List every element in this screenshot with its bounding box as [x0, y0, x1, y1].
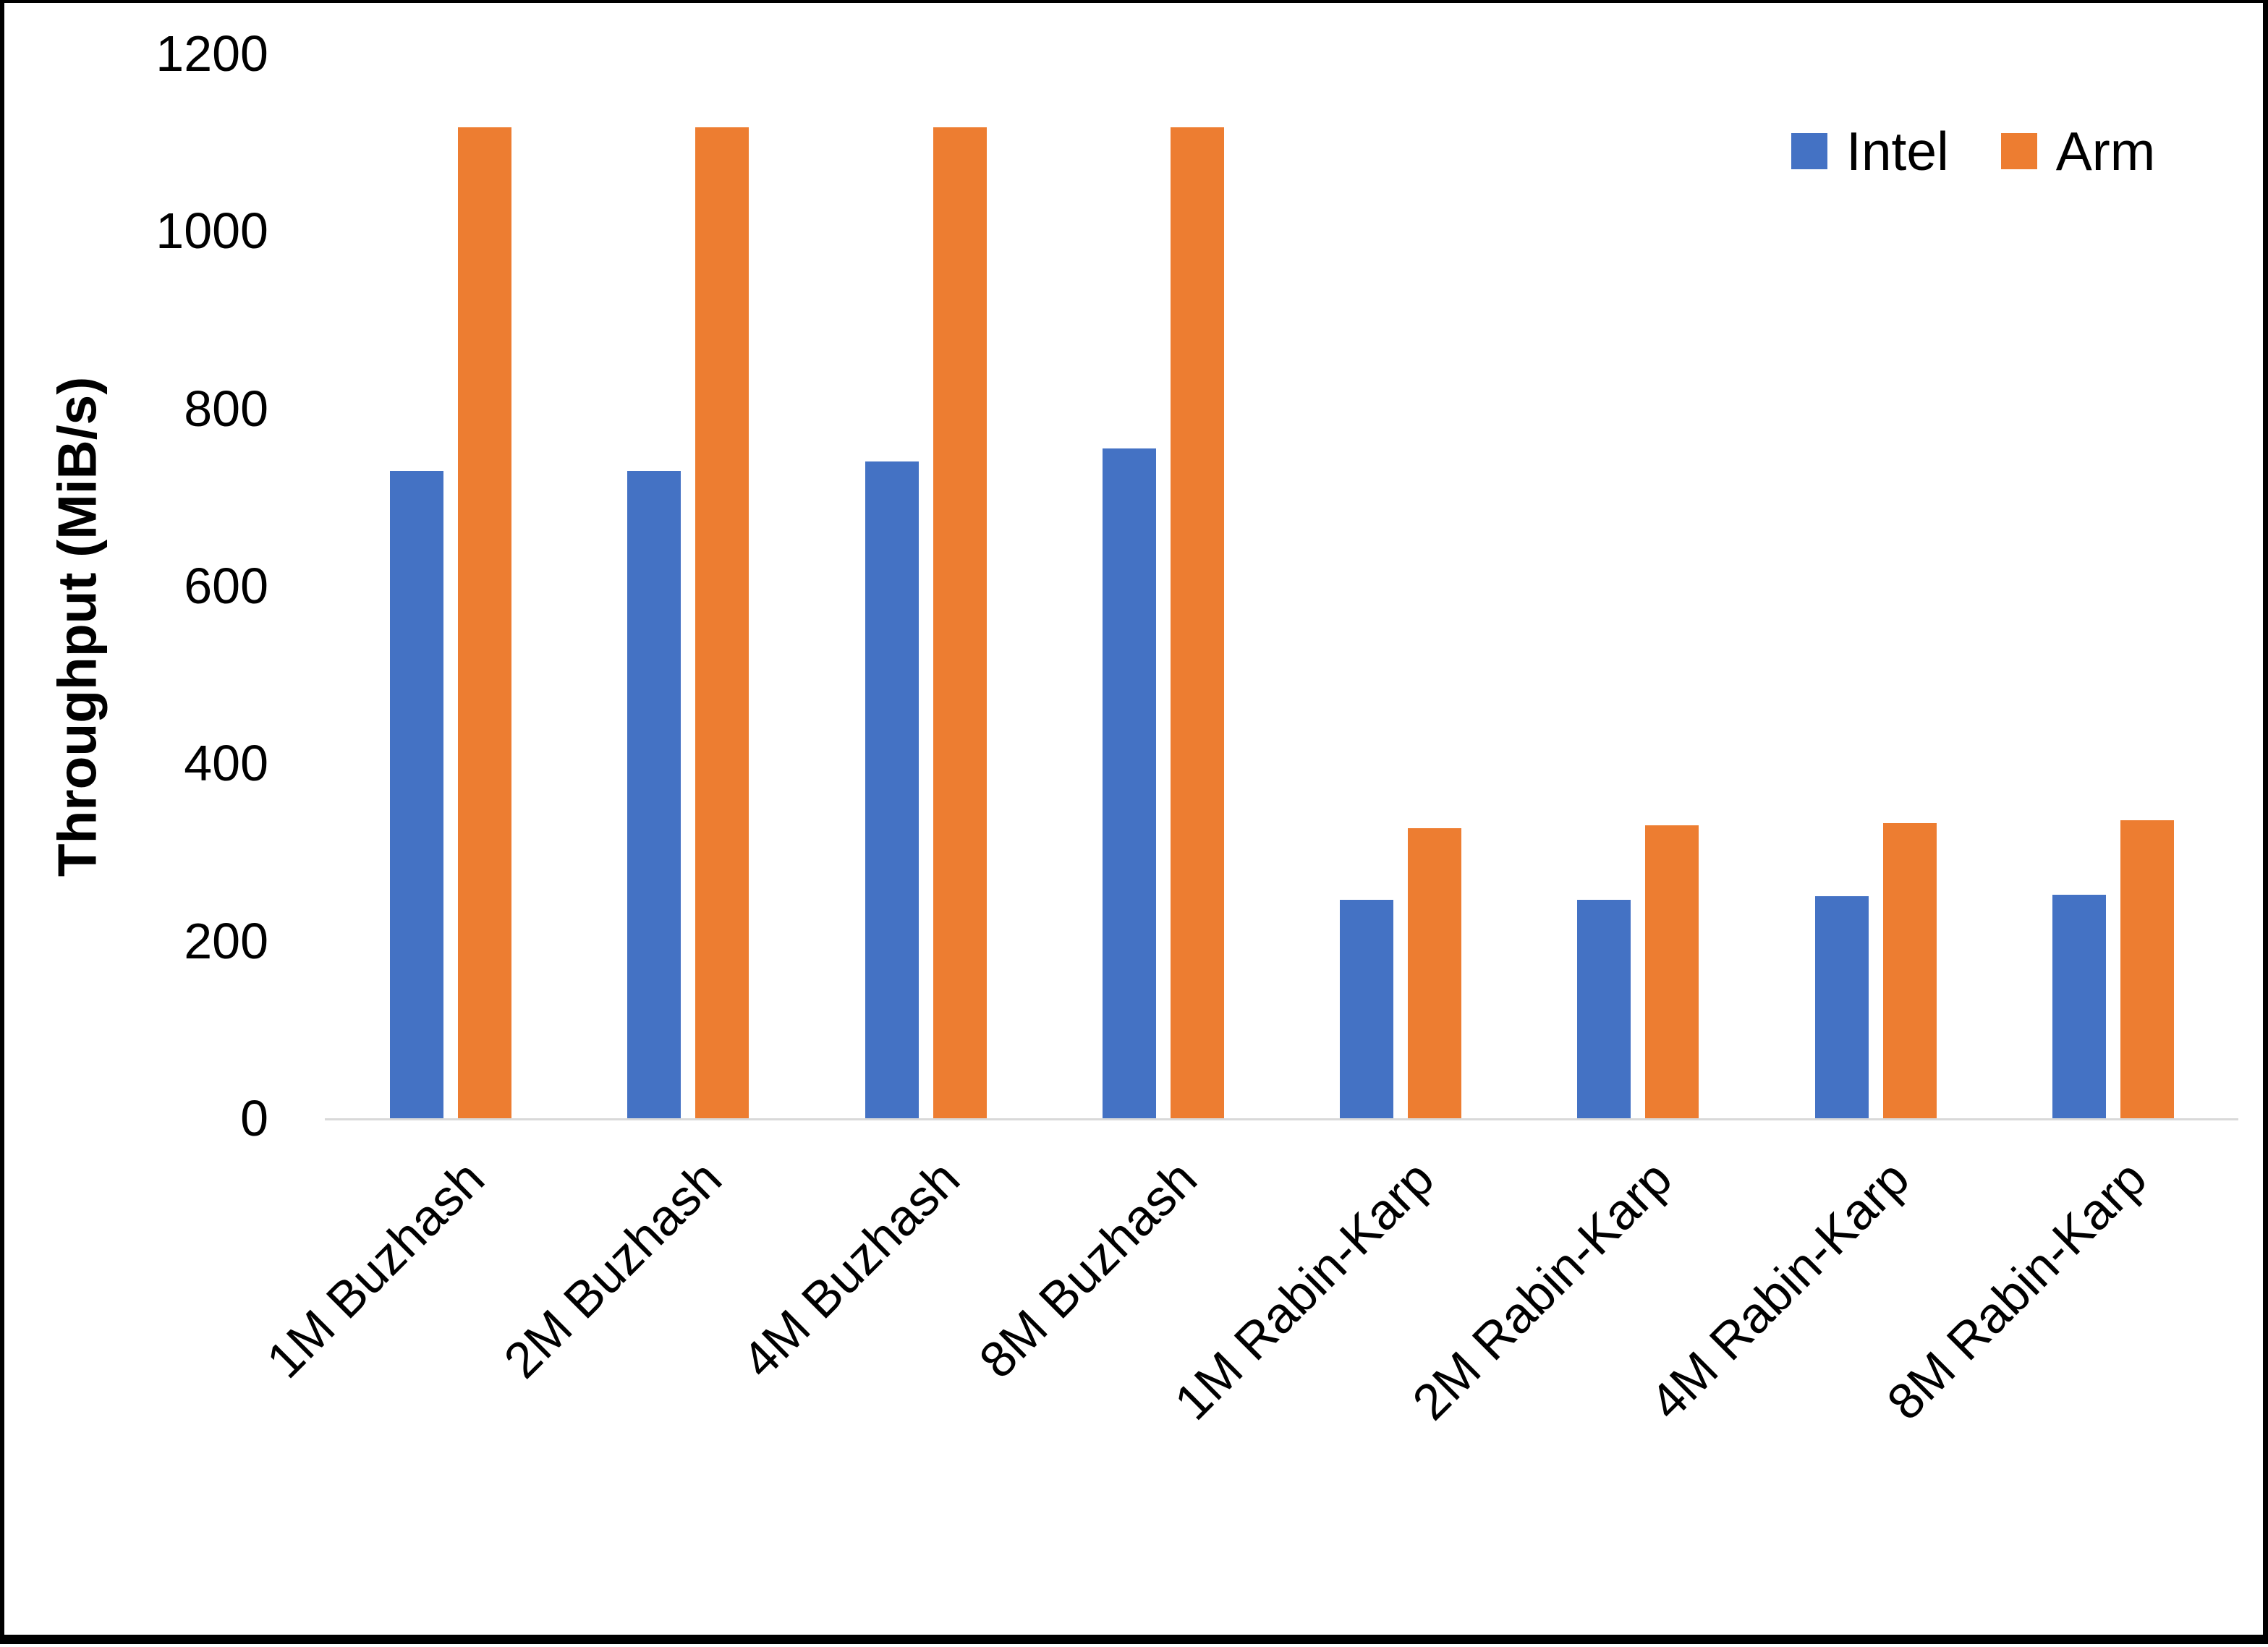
bar-arm-8m-buzhash: [1170, 127, 1224, 1118]
x-axis-label: 2M Buzhash: [493, 1149, 733, 1389]
y-axis-tick-label: 400: [184, 735, 268, 792]
bar-intel-4m-rabin-karp: [1814, 896, 1869, 1118]
x-axis-label: 4M Buzhash: [731, 1149, 970, 1389]
legend-label-arm: Arm: [2055, 121, 2156, 182]
bar-intel-8m-rabin-karp: [2052, 894, 2106, 1118]
y-axis-tick-label: 1000: [156, 203, 268, 260]
bar-arm-1m-buzhash: [458, 127, 512, 1118]
legend-item-arm: Arm: [2000, 121, 2156, 182]
bar-intel-1m-buzhash: [390, 470, 444, 1118]
y-axis-tick-label: 0: [240, 1090, 268, 1146]
x-axis-label: 8M Buzhash: [968, 1149, 1207, 1389]
y-axis-tick-label: 800: [184, 380, 268, 437]
legend-item-intel: Intel: [1791, 122, 1949, 180]
y-axis-tick-label: 600: [184, 558, 268, 614]
bar-intel-4m-buzhash: [865, 461, 919, 1118]
bar-arm-1m-rabin-karp: [1408, 827, 1462, 1118]
bar-intel-2m-buzhash: [627, 470, 681, 1118]
bar-arm-4m-buzhash: [933, 127, 987, 1118]
y-axis-tick-label: 200: [184, 912, 268, 969]
bottom-border-bar: [4, 1635, 2268, 1644]
bar-arm-2m-rabin-karp: [1645, 825, 1699, 1118]
bar-intel-1m-rabin-karp: [1340, 900, 1394, 1118]
x-axis-line: [325, 1118, 2238, 1120]
legend-label-intel: Intel: [1846, 121, 1949, 182]
plot-area: Throughput (MiB/s) Intel Arm 1M Buzhash 2…: [4, 3, 2268, 1647]
arm-legend-swatch-icon: [2000, 133, 2037, 169]
bar-arm-2m-buzhash: [695, 127, 749, 1118]
bar-intel-2m-rabin-karp: [1577, 900, 1631, 1118]
x-axis-label: 1M Buzhash: [255, 1149, 495, 1389]
bar-arm-8m-rabin-karp: [2120, 820, 2174, 1118]
bar-arm-4m-rabin-karp: [1882, 822, 1937, 1118]
legend: Intel Arm: [1791, 122, 2155, 180]
bar-intel-8m-buzhash: [1102, 448, 1156, 1118]
y-axis-tick-label: 1200: [156, 25, 268, 82]
intel-legend-swatch-icon: [1791, 133, 1827, 169]
